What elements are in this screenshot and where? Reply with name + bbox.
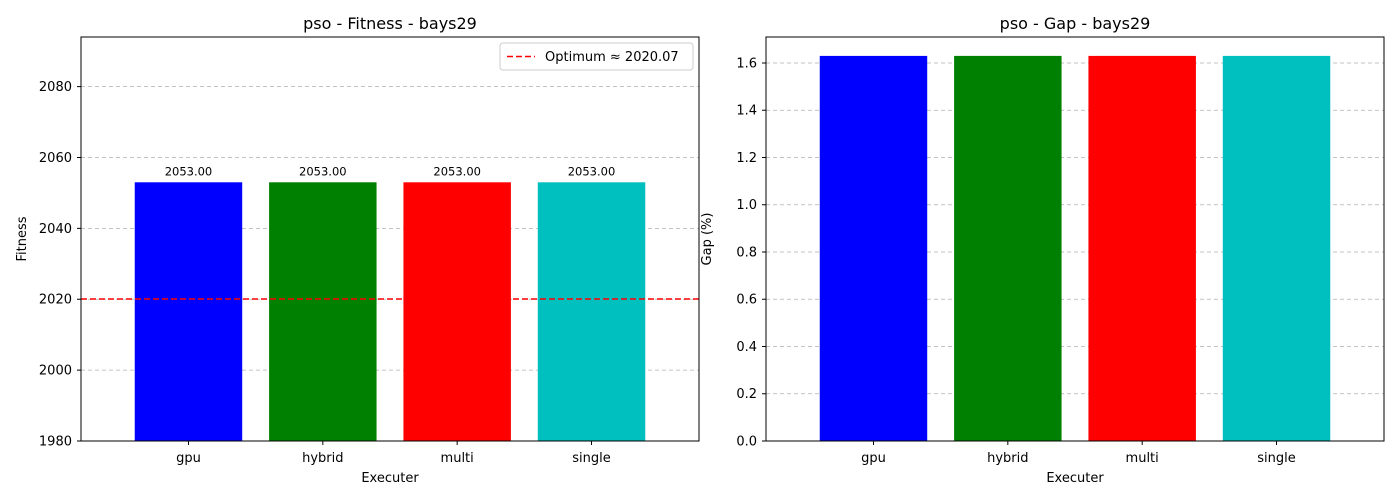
y-tick-label: 0.8 <box>736 245 757 260</box>
x-tick-label: single <box>1257 451 1296 466</box>
bar-gpu <box>819 55 928 442</box>
y-tick-label: 1.0 <box>736 198 757 213</box>
x-tick-label: hybrid <box>987 451 1028 466</box>
y-tick-label: 0.6 <box>736 293 757 308</box>
y-tick-label: 2020 <box>39 293 72 308</box>
y-tick-label: 0.4 <box>736 340 757 355</box>
y-tick-label: 1.2 <box>736 151 757 166</box>
y-tick-label: 2060 <box>39 151 72 166</box>
bar-multi <box>1088 55 1196 442</box>
y-tick-label: 2000 <box>39 364 72 379</box>
legend-label: Optimum ≈ 2020.07 <box>545 50 679 65</box>
bar-multi <box>403 182 511 441</box>
data-label: 2053.00 <box>299 164 347 178</box>
y-tick-label: 2040 <box>39 222 72 237</box>
legend: Optimum ≈ 2020.07 <box>499 42 694 71</box>
y-tick-label: 2080 <box>39 80 72 95</box>
legend-box <box>499 42 694 71</box>
x-tick-label: single <box>572 451 611 466</box>
x-axis-label: Executer <box>1046 471 1104 486</box>
y-tick-label: 1.6 <box>736 56 757 71</box>
bar-single <box>1222 55 1331 442</box>
bar-hybrid <box>269 182 377 441</box>
x-tick-label: multi <box>441 451 474 466</box>
x-tick-label: multi <box>1126 451 1159 466</box>
chart-title: pso - Fitness - bays29 <box>303 14 477 33</box>
x-axis-label: Executer <box>361 471 419 486</box>
x-tick-label: gpu <box>861 451 886 466</box>
data-label: 2053.00 <box>165 164 213 178</box>
fitness-chart: 2053.00 2053.00 2053.00 2053.00 1980 2000 2020… <box>15 14 700 486</box>
bar-gpu <box>134 182 243 441</box>
plot-frame <box>80 36 700 442</box>
gap-chart: 0.0 0.2 0.4 0.6 0.8 1.0 1.2 1.4 1.6 gpu hybrid mult… <box>700 14 1385 486</box>
y-tick-label: 0.2 <box>736 387 757 402</box>
bar-hybrid <box>954 55 1062 442</box>
chart-title: pso - Gap - bays29 <box>1000 14 1151 33</box>
plot-frame <box>765 36 1385 442</box>
x-tick-label: gpu <box>176 451 201 466</box>
y-tick-label: 0.0 <box>736 435 757 450</box>
data-label: 2053.00 <box>568 164 616 178</box>
y-axis-label: Fitness <box>15 216 30 261</box>
data-label: 2053.00 <box>433 164 481 178</box>
y-axis-label: Gap (%) <box>700 213 715 266</box>
y-tick-label: 1.4 <box>736 104 757 119</box>
bar-single <box>537 182 646 441</box>
y-tick-label: 1980 <box>39 435 72 450</box>
x-tick-label: hybrid <box>302 451 343 466</box>
